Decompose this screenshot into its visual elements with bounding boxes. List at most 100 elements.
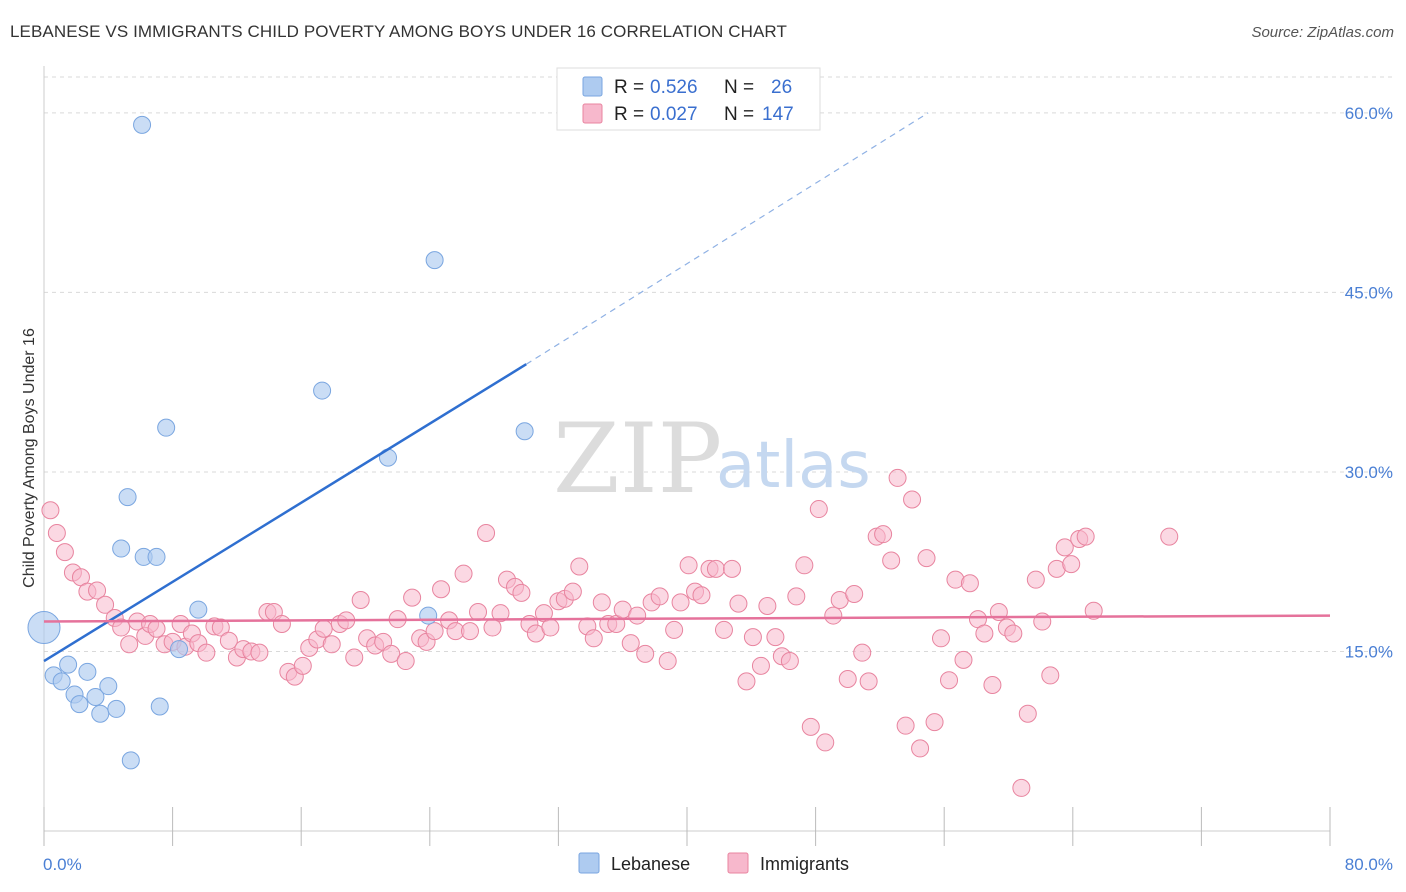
- immigrants-point: [563, 582, 582, 601]
- immigrants-point: [120, 635, 139, 654]
- immigrants-point: [729, 594, 748, 613]
- lebanese-point: [59, 655, 78, 674]
- immigrants-point: [1012, 778, 1031, 797]
- immigrants-point: [1026, 570, 1045, 589]
- immigrants-point: [723, 559, 742, 578]
- immigrants-point: [737, 672, 756, 691]
- lebanese-point: [91, 704, 110, 723]
- immigrants-point: [541, 618, 560, 637]
- trendlines: [43, 112, 1331, 663]
- immigrants-point: [403, 588, 422, 607]
- immigrants-point: [454, 564, 473, 583]
- lebanese-point: [99, 677, 118, 696]
- legend-r-value: 0.526: [650, 77, 698, 98]
- immigrants-point: [940, 671, 959, 690]
- lebanese-point: [86, 687, 105, 706]
- lebanese-point: [147, 547, 166, 566]
- immigrants-point: [787, 587, 806, 606]
- legend-r-label: R =: [614, 77, 644, 98]
- immigrants-point: [1084, 601, 1103, 620]
- legend-bottom: Lebanese Immigrants: [578, 852, 849, 874]
- immigrants-point: [272, 614, 291, 633]
- chart-title: LEBANESE VS IMMIGRANTS CHILD POVERTY AMO…: [10, 22, 787, 41]
- y-tick-label: 30.0%: [1345, 463, 1393, 482]
- immigrants-point: [570, 557, 589, 576]
- lebanese-point: [133, 115, 152, 134]
- lebanese-point: [189, 600, 208, 619]
- lebanese-point: [118, 488, 137, 507]
- immigrants-point: [592, 593, 611, 612]
- axes: [43, 66, 1331, 846]
- legend-r-value: 0.027: [650, 104, 698, 125]
- lebanese-point: [27, 611, 61, 645]
- immigrants-point: [925, 713, 944, 732]
- immigrants-point: [874, 525, 893, 544]
- immigrants-point: [1055, 538, 1074, 557]
- immigrants-point: [888, 468, 907, 487]
- legend-n-label: N =: [724, 104, 754, 125]
- legend-bottom-swatch-immigrants: [727, 852, 749, 874]
- immigrants-point: [743, 628, 762, 647]
- y-tick-label: 45.0%: [1345, 283, 1393, 302]
- immigrants-point: [351, 591, 370, 610]
- immigrants-point: [714, 620, 733, 639]
- y-tick-label: 15.0%: [1345, 642, 1393, 661]
- immigrants-point: [1033, 612, 1052, 631]
- immigrants-point: [55, 543, 74, 562]
- immigrants-point: [1076, 527, 1095, 546]
- x-tick-label: 80.0%: [1345, 855, 1393, 874]
- immigrants-point: [809, 500, 828, 519]
- immigrants-points: [41, 468, 1179, 797]
- immigrants-point: [250, 643, 269, 662]
- legend-bottom-swatch-lebanese: [578, 852, 600, 874]
- lebanese-point: [107, 699, 126, 718]
- immigrants-point: [491, 604, 510, 623]
- legend-swatch-lebanese: [582, 76, 603, 97]
- legend-r-label: R =: [614, 104, 644, 125]
- lebanese-point: [150, 697, 169, 716]
- immigrants-point: [47, 523, 66, 542]
- lebanese-point: [112, 539, 131, 558]
- immigrants-point: [911, 739, 930, 758]
- immigrants-point: [41, 501, 60, 520]
- immigrants-point: [1018, 704, 1037, 723]
- immigrants-point: [975, 624, 994, 643]
- lebanese-point: [313, 381, 332, 400]
- lebanese-point: [121, 751, 140, 770]
- lebanese-point: [419, 606, 438, 625]
- lebanese-point: [52, 672, 71, 691]
- immigrants-point: [345, 648, 364, 667]
- lebanese-points: [27, 115, 534, 770]
- immigrants-point: [882, 551, 901, 570]
- x-tick-label: 0.0%: [43, 855, 82, 874]
- legend-swatch-immigrants: [582, 103, 603, 124]
- immigrants-point: [96, 595, 115, 614]
- watermark: ZIP atlas: [553, 403, 871, 515]
- watermark-atlas: atlas: [716, 429, 871, 503]
- immigrants-point: [512, 583, 531, 602]
- y-tick-label: 60.0%: [1345, 104, 1393, 123]
- immigrants-point: [751, 656, 770, 675]
- immigrants-point: [903, 490, 922, 509]
- lebanese-point: [70, 695, 89, 714]
- lebanese-point: [78, 662, 97, 681]
- immigrants-point: [314, 619, 333, 638]
- immigrants-point: [671, 593, 690, 612]
- immigrants-point: [859, 672, 878, 691]
- immigrants-point: [1062, 555, 1081, 574]
- lebanese-point: [157, 418, 176, 437]
- watermark-zip: ZIP: [553, 403, 722, 515]
- lebanese-point: [515, 422, 534, 441]
- immigrants-point: [197, 643, 216, 662]
- immigrants-point: [1160, 527, 1179, 546]
- immigrants-point: [766, 628, 785, 647]
- immigrants-point: [211, 618, 230, 637]
- immigrants-point: [1041, 666, 1060, 685]
- immigrants-point: [838, 670, 857, 689]
- immigrants-point: [425, 622, 444, 641]
- immigrants-point: [477, 523, 496, 542]
- immigrants-point: [1004, 624, 1023, 643]
- immigrants-point: [621, 634, 640, 653]
- immigrants-point: [584, 629, 603, 648]
- legend-n-value: 147: [762, 104, 794, 125]
